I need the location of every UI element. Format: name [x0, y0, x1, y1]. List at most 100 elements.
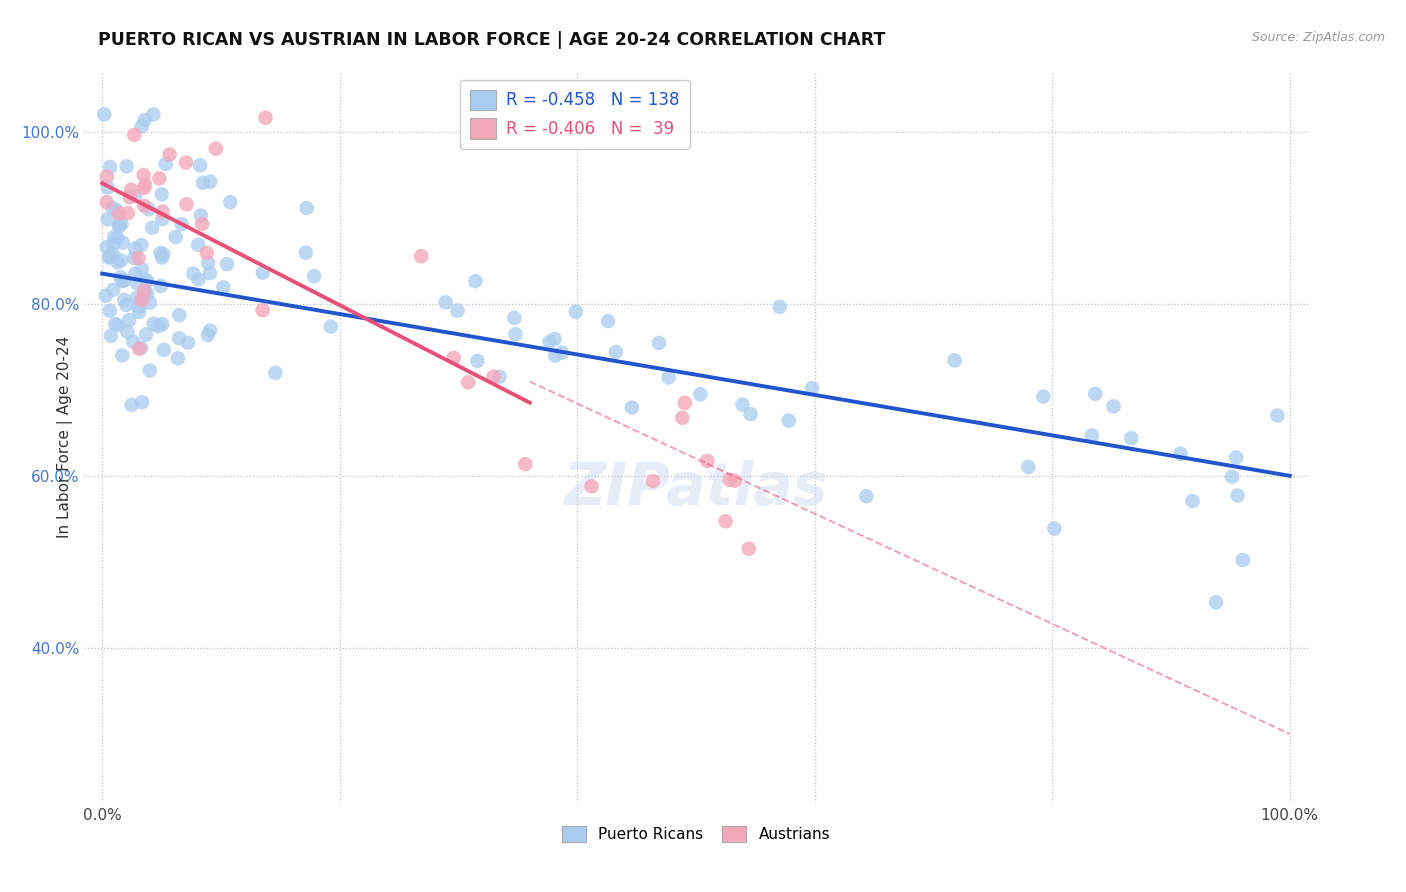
Point	[124, 242, 146, 256]
Y-axis label: In Labor Force | Age 20-24: In Labor Force | Age 20-24	[58, 336, 73, 538]
Point	[503, 310, 526, 325]
Point	[107, 318, 129, 332]
Point	[134, 112, 156, 127]
Point	[596, 314, 619, 328]
Point	[673, 396, 696, 410]
Point	[107, 255, 129, 269]
Point	[110, 217, 132, 231]
Point	[131, 395, 153, 409]
Point	[1170, 447, 1192, 461]
Point	[105, 203, 128, 218]
Point	[112, 293, 135, 307]
Point	[122, 334, 145, 349]
Point	[96, 240, 118, 254]
Point	[131, 261, 153, 276]
Point	[1081, 428, 1104, 442]
Point	[302, 269, 325, 284]
Point	[94, 288, 117, 302]
Point	[134, 284, 156, 298]
Point	[464, 274, 486, 288]
Point	[264, 366, 287, 380]
Point	[131, 120, 153, 134]
Point	[98, 160, 121, 174]
Point	[718, 473, 741, 487]
Point	[1232, 553, 1254, 567]
Point	[198, 323, 221, 337]
Point	[167, 308, 190, 322]
Point	[1043, 522, 1066, 536]
Point	[108, 219, 131, 234]
Point	[159, 147, 181, 161]
Point	[778, 414, 800, 428]
Point	[1181, 494, 1204, 508]
Point	[188, 158, 211, 172]
Point	[150, 187, 173, 202]
Point	[319, 319, 342, 334]
Point	[128, 342, 150, 356]
Point	[155, 157, 177, 171]
Point	[696, 454, 718, 468]
Point	[254, 111, 277, 125]
Point	[605, 345, 627, 359]
Point	[152, 204, 174, 219]
Point	[198, 266, 221, 280]
Point	[111, 348, 134, 362]
Point	[738, 541, 761, 556]
Point	[565, 304, 588, 318]
Point	[187, 237, 209, 252]
Point	[152, 247, 174, 261]
Point	[150, 318, 173, 332]
Point	[551, 345, 574, 359]
Point	[101, 246, 124, 260]
Point	[136, 274, 159, 288]
Point	[131, 293, 153, 307]
Point	[98, 250, 121, 264]
Point	[134, 178, 156, 192]
Point	[104, 317, 127, 331]
Point	[1205, 595, 1227, 609]
Point	[139, 363, 162, 377]
Point	[128, 305, 150, 319]
Point	[187, 272, 209, 286]
Point	[174, 155, 197, 169]
Point	[134, 199, 156, 213]
Point	[100, 329, 122, 343]
Point	[124, 267, 146, 281]
Point	[98, 303, 121, 318]
Point	[671, 410, 693, 425]
Point	[138, 202, 160, 217]
Point	[96, 195, 118, 210]
Point	[128, 300, 150, 314]
Point	[488, 369, 510, 384]
Point	[457, 376, 479, 390]
Point	[139, 295, 162, 310]
Point	[108, 218, 131, 232]
Point	[165, 230, 187, 244]
Point	[170, 217, 193, 231]
Point	[446, 303, 468, 318]
Point	[124, 128, 146, 142]
Point	[129, 238, 152, 252]
Point	[132, 292, 155, 306]
Point	[724, 474, 747, 488]
Point	[731, 398, 754, 412]
Point	[641, 474, 664, 488]
Point	[122, 251, 145, 265]
Point	[108, 206, 131, 220]
Point	[1225, 450, 1247, 465]
Point	[197, 328, 219, 343]
Point	[176, 197, 198, 211]
Point	[146, 319, 169, 334]
Point	[118, 190, 141, 204]
Point	[142, 317, 165, 331]
Point	[411, 249, 433, 263]
Point	[150, 251, 173, 265]
Point	[117, 325, 139, 339]
Point	[855, 489, 877, 503]
Point	[515, 457, 537, 471]
Point	[205, 142, 228, 156]
Point	[740, 407, 762, 421]
Point	[252, 266, 274, 280]
Point	[195, 246, 218, 260]
Point	[121, 398, 143, 412]
